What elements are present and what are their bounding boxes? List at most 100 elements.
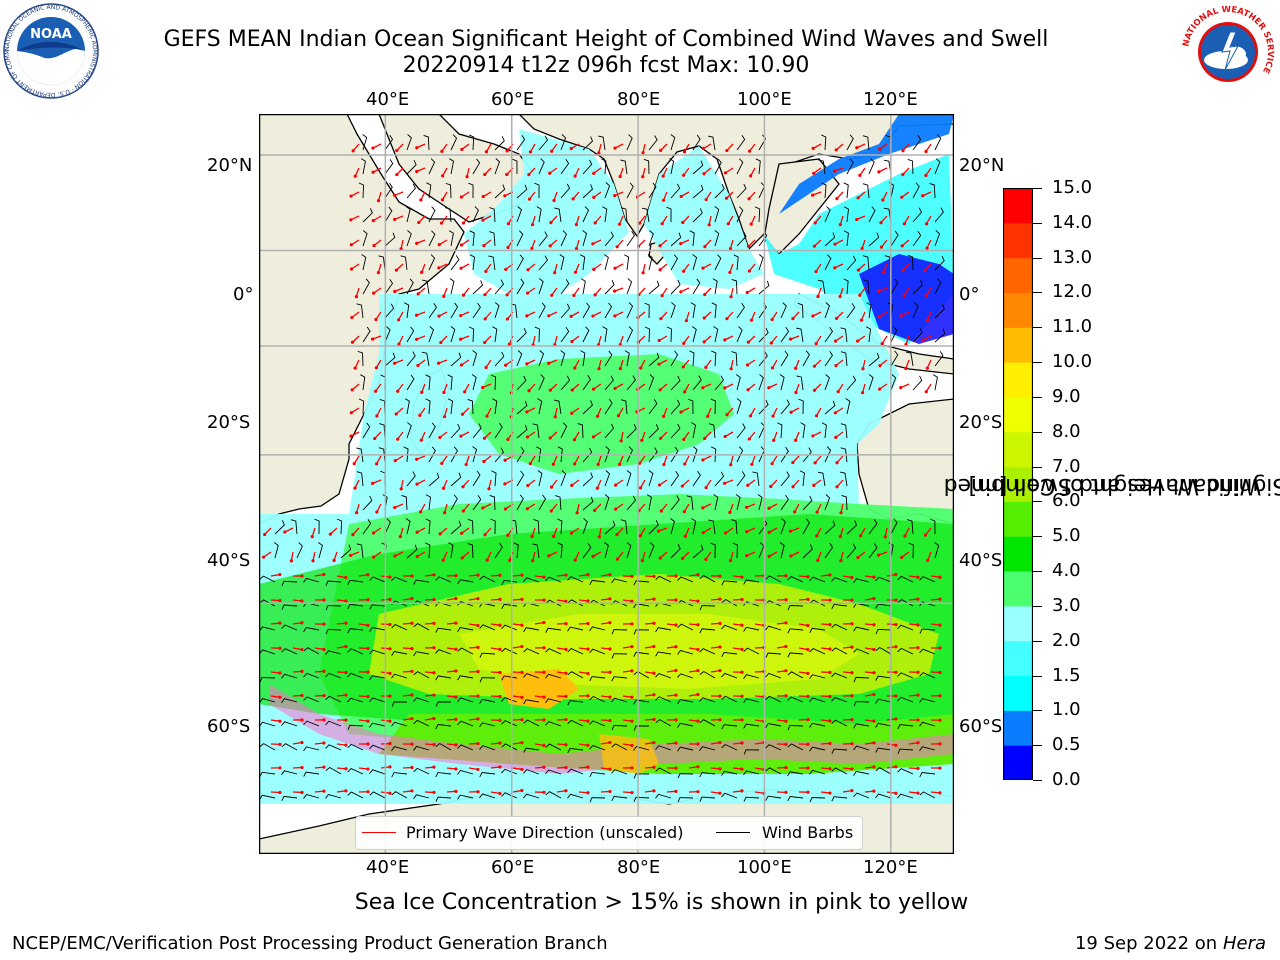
wave-direction-legend-line	[362, 832, 396, 833]
wave-arrow-head	[506, 222, 511, 226]
wind-barb	[868, 374, 874, 391]
wind-barb	[655, 575, 672, 583]
wave-arrow-head	[289, 559, 293, 563]
colorbar-cell	[1003, 327, 1033, 363]
wave-arrow-head	[608, 621, 612, 625]
wind-barb	[633, 796, 650, 802]
wave-arrow-head	[618, 462, 622, 466]
wind-barb	[721, 695, 738, 703]
wind-barb	[492, 326, 498, 343]
wind-barb	[259, 743, 276, 751]
wave-arrow-head	[850, 671, 854, 675]
wind-barb	[780, 350, 789, 367]
wind-barb	[567, 626, 584, 632]
wind-barb	[391, 721, 408, 727]
wind-barb	[325, 744, 342, 751]
wind-barb	[692, 184, 704, 199]
wave-arrow-head	[498, 623, 502, 627]
wave-arrow-head	[349, 411, 353, 415]
wind-barb	[472, 206, 479, 223]
wave-arrow-head	[746, 340, 750, 344]
wind-barb	[686, 495, 694, 511]
wind-barb	[626, 424, 637, 439]
right-tick-label: 0°	[959, 284, 980, 305]
wave-arrow-head	[859, 318, 864, 322]
wind-barb	[689, 230, 695, 247]
wave-arrow-head	[784, 719, 788, 723]
wave-arrow-head	[828, 670, 832, 674]
wind-barb	[435, 772, 452, 778]
wind-barb	[670, 183, 681, 199]
wind-barb	[853, 626, 870, 632]
colorbar-tick-mark	[1033, 710, 1042, 712]
wave-arrow-head	[454, 573, 458, 578]
footer-date: 19 Sep 2022 on	[1074, 933, 1218, 954]
wind-barb	[655, 767, 672, 775]
wind-barb	[435, 675, 452, 681]
wind-barb	[340, 544, 352, 559]
wind-barb	[384, 134, 394, 151]
wave-arrow-head	[608, 597, 612, 601]
noaa-logo-text: NOAA	[30, 27, 72, 42]
wind-barb	[362, 326, 371, 343]
wind-barb	[450, 494, 458, 511]
wind-barb	[780, 494, 789, 511]
wave-arrow-head	[366, 719, 370, 723]
wave-arrow-head	[659, 148, 663, 152]
wave-arrow-head	[707, 223, 711, 227]
wind-barb	[536, 206, 542, 223]
wind-barb	[303, 696, 320, 703]
colorbar-tick-label: 0.0	[1052, 769, 1081, 790]
wind-barb	[538, 278, 544, 295]
wave-arrow-head	[729, 463, 733, 467]
wave-arrow-head	[481, 385, 485, 390]
wave-arrow-head	[813, 221, 817, 225]
wind-barb	[736, 326, 743, 343]
wave-arrow-head	[520, 741, 524, 745]
colorbar-cell	[1003, 257, 1033, 293]
wave-arrow-head	[420, 270, 424, 274]
wave-arrow-head	[630, 645, 634, 649]
wind-barb	[281, 604, 298, 610]
wind-barb	[648, 542, 655, 559]
wind-barb	[787, 605, 804, 611]
wind-barb	[912, 327, 923, 343]
wave-arrow-head	[366, 573, 370, 577]
wave-arrow-head	[416, 363, 420, 368]
wave-arrow-head	[725, 317, 729, 321]
wind-barb	[841, 495, 848, 511]
wave-arrow-head	[498, 573, 502, 577]
wind-barb	[281, 580, 298, 587]
wind-barb	[494, 184, 506, 199]
wind-barb	[435, 701, 452, 707]
wind-barb	[602, 326, 608, 343]
wind-barb	[604, 231, 614, 247]
wind-barb	[934, 256, 945, 271]
wind-barb	[824, 206, 831, 223]
wave-arrow-head	[745, 530, 749, 534]
wind-barb	[559, 254, 565, 271]
wave-arrow-head	[702, 172, 706, 176]
wave-arrow-head	[505, 317, 510, 321]
wind-barb	[523, 577, 540, 583]
wave-arrow-head	[547, 361, 551, 365]
wave-arrow-head	[520, 718, 524, 722]
wave-arrow-head	[877, 315, 881, 319]
wave-arrow-head	[630, 695, 634, 699]
colorbar-cell	[1003, 675, 1033, 711]
wave-arrow-head	[652, 597, 656, 601]
wind-barb	[843, 278, 849, 295]
wind-barb	[721, 724, 738, 730]
wind-barb	[501, 603, 518, 610]
wave-arrow-head	[835, 461, 839, 465]
wave-arrow-head	[618, 367, 622, 371]
wind-barb	[752, 471, 760, 487]
wave-arrow-head	[564, 717, 568, 722]
wave-arrow-head	[872, 719, 876, 723]
wave-arrow-head	[525, 507, 529, 511]
wind-barb	[919, 648, 936, 655]
wind-barb	[448, 542, 454, 559]
wind-barb	[670, 232, 682, 247]
wind-barb	[589, 797, 606, 803]
wave-arrow-head	[806, 742, 810, 746]
